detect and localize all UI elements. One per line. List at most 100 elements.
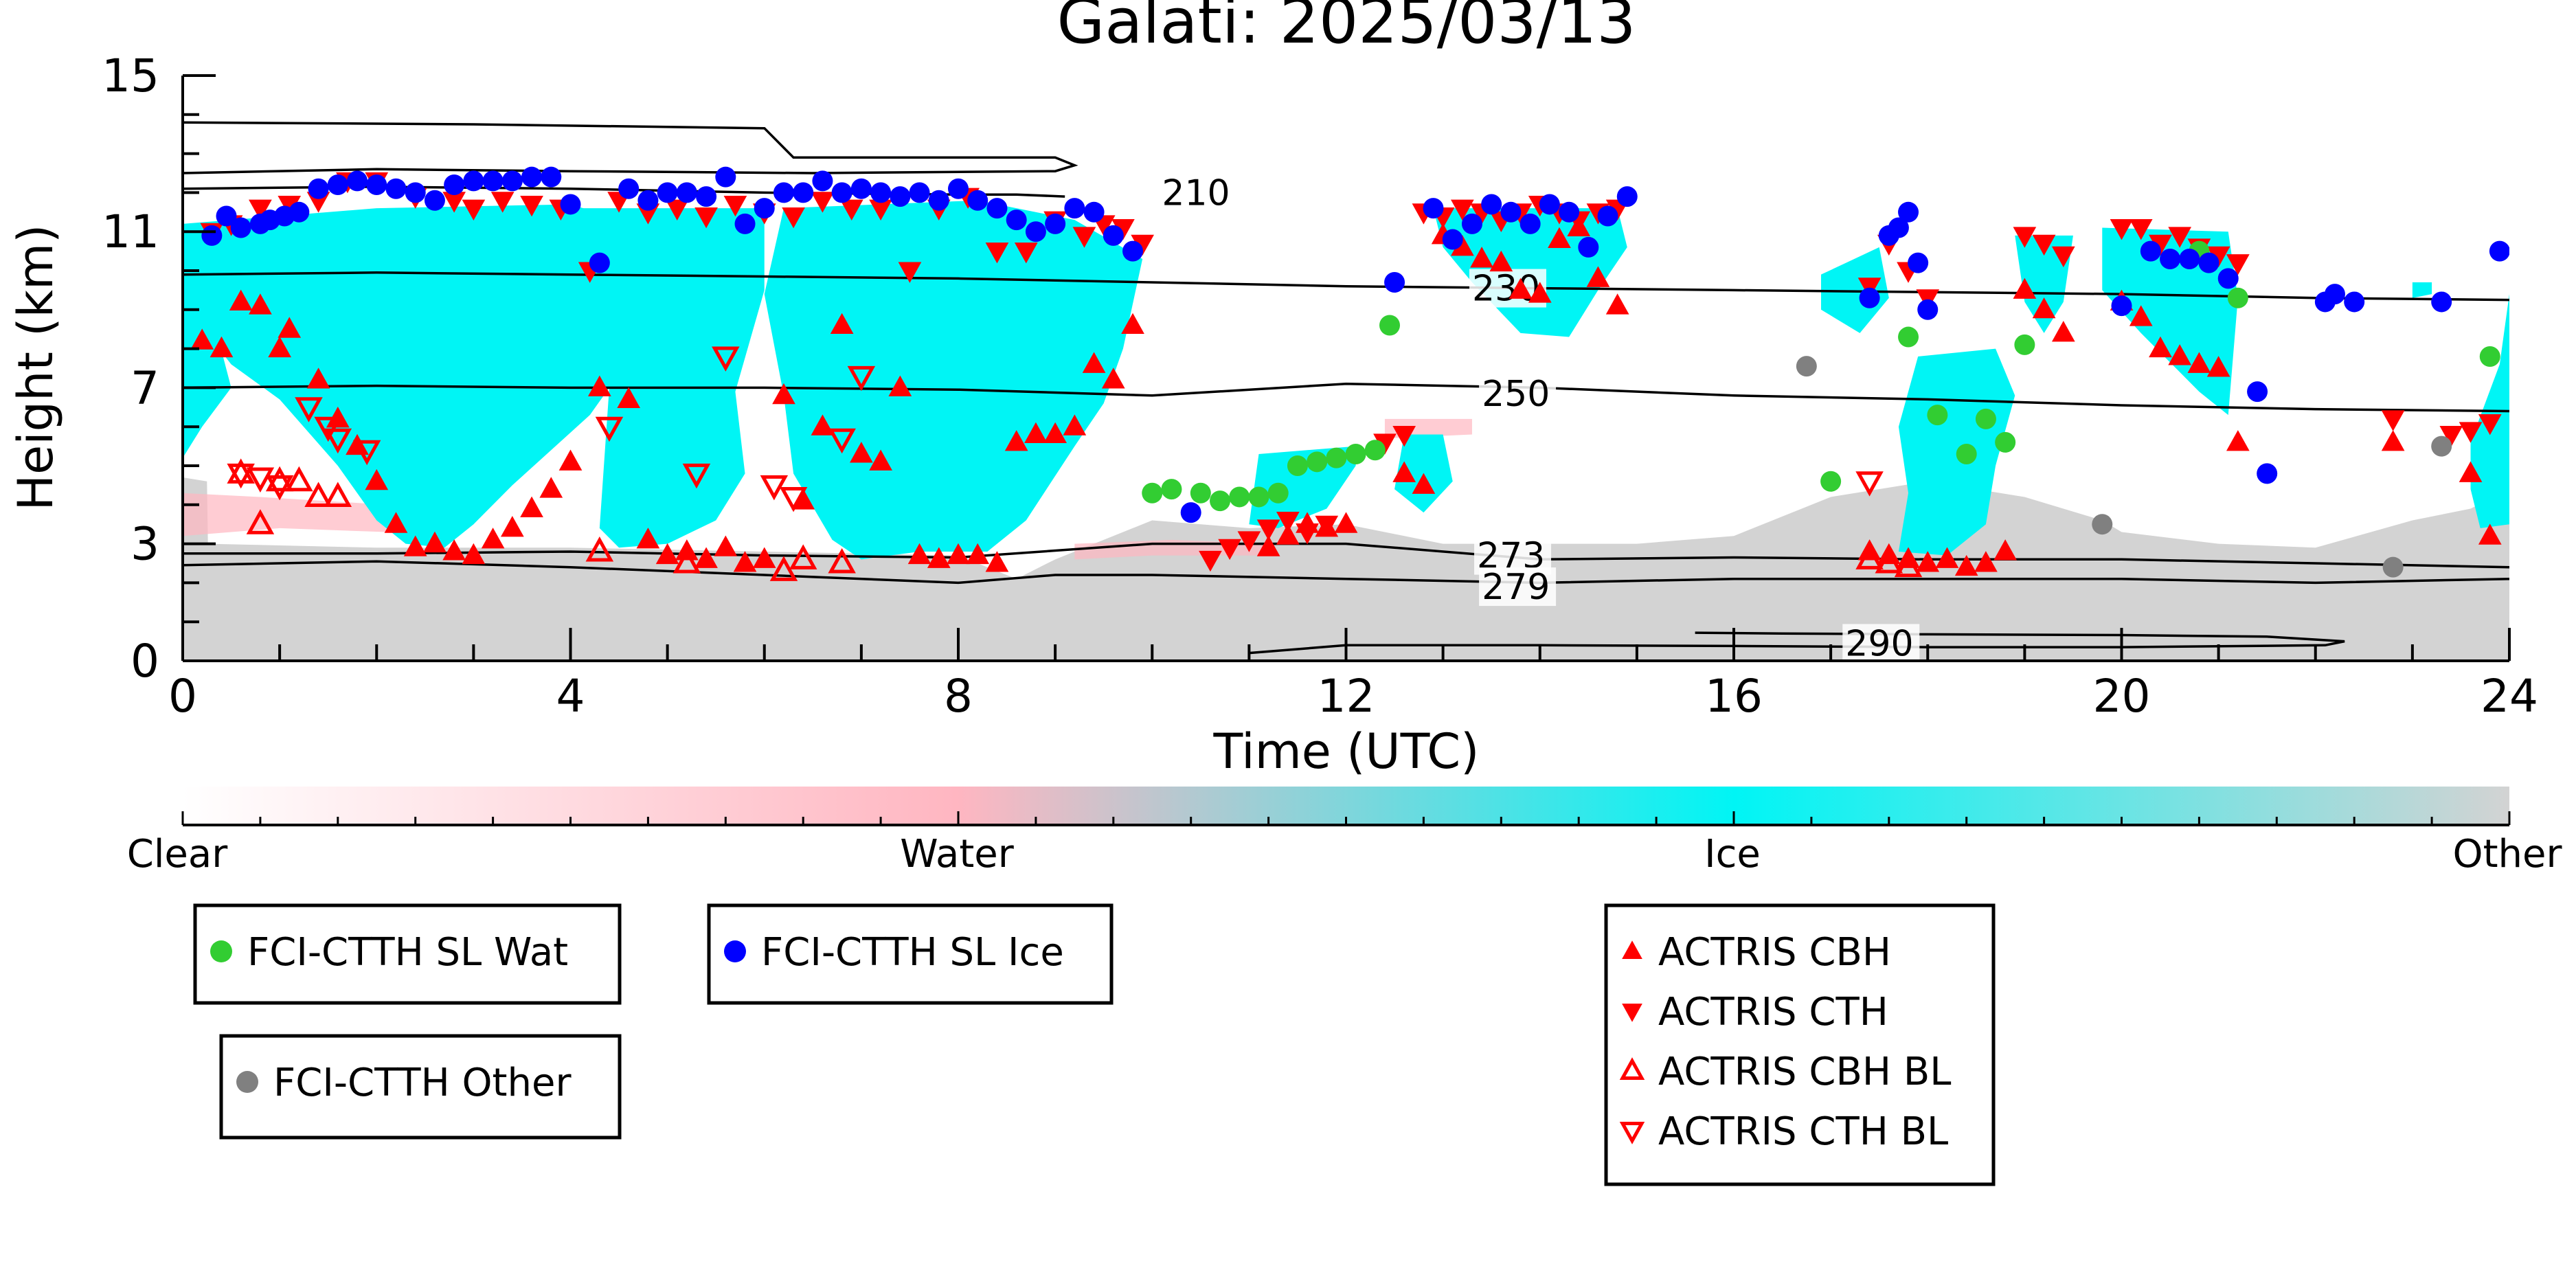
point-actris-cbh	[539, 477, 563, 498]
point-actris-cbh	[869, 449, 892, 471]
point-actris-cbh	[1605, 293, 1629, 315]
point-actris-cbh	[1392, 461, 1416, 482]
point-actris-cbh	[306, 368, 330, 389]
point-actris-cbh	[326, 407, 350, 428]
point-fci-ctth-sl-ice	[560, 194, 581, 215]
chart-title: Galati: 2025/03/13	[1057, 0, 1636, 58]
point-actris-cbh	[384, 512, 408, 533]
point-fci-ctth-sl-ice	[289, 201, 310, 223]
point-actris-cbh	[966, 543, 990, 565]
legend-box: FCI-CTTH Other	[219, 1034, 622, 1140]
point-fci-ctth-other	[2431, 436, 2452, 457]
point-fci-ctth-sl-ice	[1519, 213, 1541, 234]
legend-label-actris-cbh-bl: ACTRIS CBH BL	[1658, 1050, 1951, 1094]
point-fci-ctth-sl-ice	[424, 190, 445, 211]
x-tick-label: 4	[556, 670, 585, 723]
point-fci-ctth-sl-ice	[1025, 221, 1046, 242]
point-actris-cth	[2032, 234, 2056, 256]
legend-label-actris-cbh: ACTRIS CBH	[1658, 930, 1891, 975]
point-actris-cth	[249, 199, 272, 221]
legend-frame	[193, 903, 622, 1005]
point-fci-ctth-sl-ice	[1597, 205, 1618, 227]
isotherm-label-bg	[1159, 173, 1236, 212]
x-tick-label: 0	[168, 670, 197, 723]
point-actris-cbh	[1548, 227, 1571, 249]
point-fci-ctth-sl-ice	[1539, 194, 1560, 215]
point-fci-ctth-sl-wat	[1229, 486, 1250, 508]
point-fci-ctth-sl-ice	[1917, 299, 1939, 320]
point-actris-cth-bl	[847, 365, 876, 392]
point-fci-ctth-sl-ice	[1578, 236, 1599, 258]
point-actris-cbh	[587, 375, 611, 396]
point-actris-cbh	[617, 387, 641, 408]
point-actris-cbh	[1586, 266, 1610, 287]
x-tick-label: 20	[2093, 670, 2151, 723]
point-actris-cbh	[947, 543, 970, 565]
point-actris-cth	[694, 207, 718, 229]
point-fci-ctth-sl-ice	[482, 170, 504, 192]
point-fci-ctth-sl-ice	[637, 190, 659, 211]
point-actris-cth-bl	[1855, 471, 1884, 497]
isotherm-line	[183, 382, 2509, 413]
point-fci-ctth-sl-ice	[1064, 198, 1085, 219]
point-actris-cbh	[2206, 356, 2230, 377]
point-actris-cbh	[927, 547, 951, 568]
point-actris-cth	[520, 195, 543, 217]
point-actris-cbh	[442, 539, 466, 561]
point-fci-ctth-sl-ice	[948, 178, 969, 199]
point-fci-ctth-sl-ice	[1616, 186, 1638, 207]
point-actris-cth-bl	[828, 428, 856, 454]
point-fci-ctth-sl-ice	[831, 182, 852, 203]
point-fci-ctth-sl-ice	[1500, 201, 1522, 223]
point-actris-cth	[1296, 523, 1319, 545]
point-actris-cbh-bl	[585, 536, 614, 562]
point-actris-cbh	[1412, 473, 1436, 494]
point-fci-ctth-sl-wat	[1898, 326, 1919, 348]
point-actris-cbh-bl	[285, 466, 313, 492]
point-actris-cbh	[772, 383, 795, 405]
point-fci-ctth-sl-ice	[385, 178, 407, 199]
legend-marker-fci-ctth-sl-ice	[724, 940, 746, 962]
point-actris-cbh	[2459, 461, 2483, 482]
point-actris-cth	[1392, 426, 1416, 447]
point-fci-ctth-sl-ice	[890, 186, 911, 207]
legend-label-fci-ctth-sl-ice: FCI-CTTH SL Ice	[761, 930, 1064, 975]
point-actris-cth	[839, 199, 863, 221]
point-fci-ctth-sl-ice	[2324, 284, 2345, 305]
legend-marker-actris-cth	[1622, 1004, 1642, 1022]
point-actris-cth	[1237, 531, 1261, 552]
point-actris-cth	[1315, 515, 1339, 537]
point-actris-cth-bl	[712, 346, 740, 372]
point-fci-ctth-sl-wat	[1975, 408, 1996, 429]
point-actris-cth	[2129, 219, 2153, 240]
point-actris-cbh	[2013, 278, 2037, 299]
point-fci-ctth-sl-ice	[909, 182, 930, 203]
point-actris-cbh	[1974, 551, 1998, 572]
point-actris-cbh	[346, 433, 369, 455]
point-fci-ctth-sl-ice	[2489, 240, 2509, 262]
point-actris-cbh-bl	[324, 482, 352, 507]
legend-frame	[707, 903, 1114, 1005]
point-fci-ctth-sl-ice	[1859, 287, 1880, 308]
point-actris-cth	[1199, 550, 1222, 572]
point-actris-cth	[2381, 410, 2405, 431]
point-actris-cbh	[1897, 547, 1920, 568]
point-fci-ctth-sl-wat	[1364, 440, 1386, 461]
point-fci-ctth-sl-ice	[734, 213, 756, 234]
point-actris-cth	[1218, 539, 1241, 561]
isotherm-label-bg	[1842, 624, 1920, 661]
isotherm-label: 279	[1482, 567, 1550, 608]
point-actris-cbh	[1470, 247, 1493, 268]
point-fci-ctth-sl-ice	[216, 205, 237, 227]
point-actris-cth	[2013, 227, 2037, 248]
point-fci-ctth-sl-ice	[201, 225, 223, 246]
point-fci-ctth-sl-ice	[589, 252, 610, 273]
point-actris-cth	[490, 192, 515, 213]
point-actris-cth	[1276, 512, 1300, 533]
point-fci-ctth-sl-ice	[1180, 502, 1201, 523]
legend-marker-fci-ctth-sl-wat	[210, 940, 232, 962]
point-fci-ctth-sl-ice	[2198, 252, 2219, 273]
isotherm-label: 230	[1472, 269, 1540, 310]
point-actris-cth	[1451, 199, 1474, 221]
